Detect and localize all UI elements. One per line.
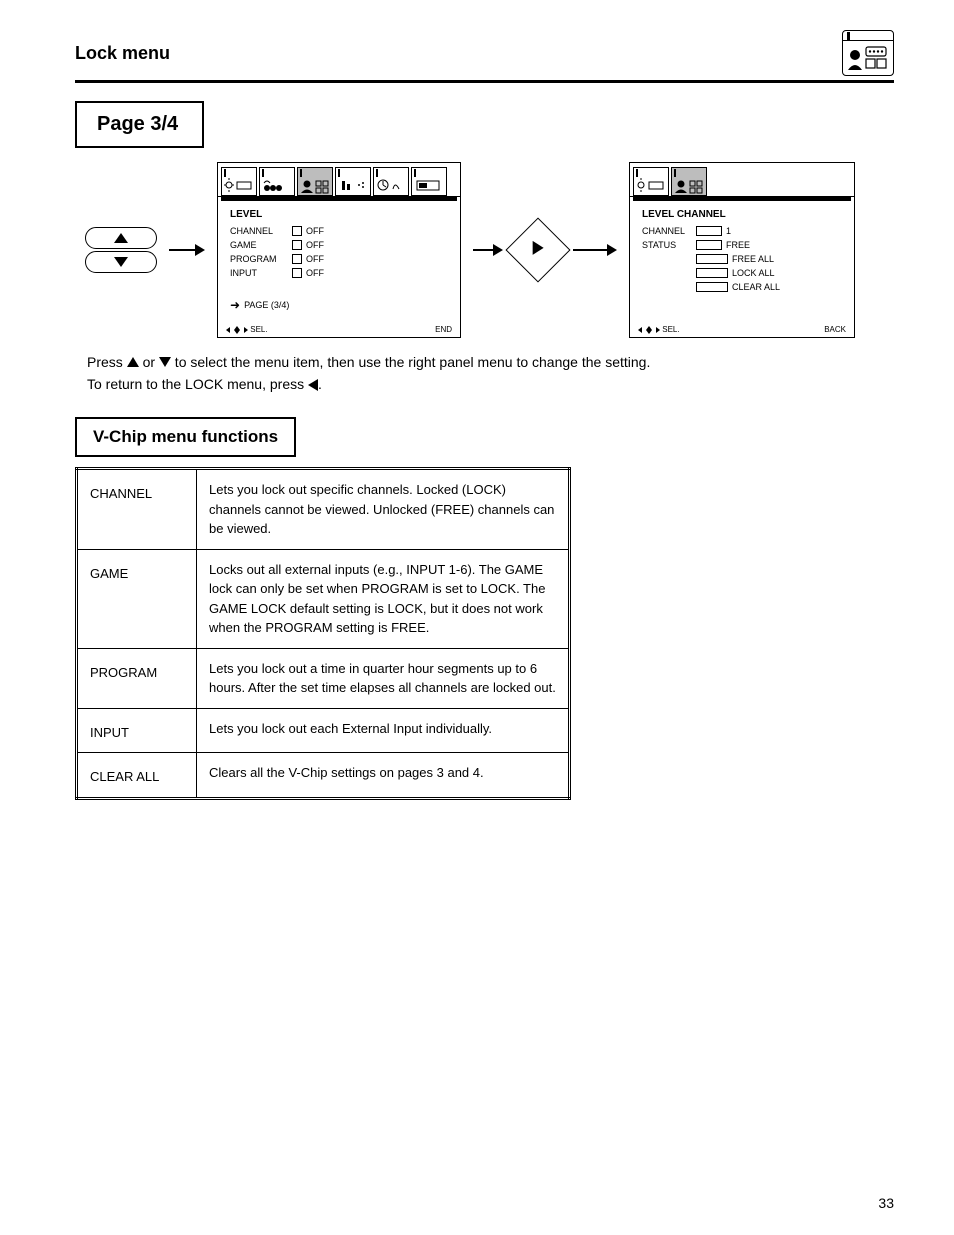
triangle-up-icon [127, 357, 139, 367]
triangle-right-icon [531, 239, 545, 262]
row-val: 1 [726, 226, 731, 236]
arrow-right-icon [471, 240, 505, 260]
down-button[interactable] [85, 251, 157, 273]
value-box [292, 268, 302, 278]
instruction-text: Press or to select the menu item, then u… [87, 352, 847, 395]
triangle-down-icon [113, 256, 129, 268]
row-key: GAME [230, 240, 288, 250]
level-channel-panel: LEVEL CHANNEL CHANNEL 1 STATUS FREE FREE A… [629, 162, 855, 338]
tab-3-active [297, 167, 333, 196]
value-box [292, 240, 302, 250]
table-row: GAME Locks out all external inputs (e.g.… [77, 549, 570, 648]
row-val: OFF [306, 226, 324, 236]
table-desc: Clears all the V-Chip settings on pages … [197, 753, 570, 799]
row-val: OFF [306, 254, 324, 264]
table-row: PROGRAM Lets you lock out a time in quar… [77, 648, 570, 708]
foot-right: BACK [824, 325, 846, 334]
value-box [696, 268, 728, 278]
triangle-up-icon [113, 232, 129, 244]
value-box [292, 226, 302, 236]
page-header-title: Lock menu [75, 43, 842, 64]
section-heading: V-Chip menu functions [75, 417, 296, 457]
row-key: PROGRAM [230, 254, 288, 264]
table-key: GAME [77, 549, 197, 648]
triangle-down-icon [159, 357, 171, 367]
header-category-icon [842, 30, 894, 76]
table-desc: Lets you lock out specific channels. Loc… [197, 469, 570, 550]
value-box [696, 282, 728, 292]
value-box [696, 226, 722, 236]
panel-right-title: LEVEL CHANNEL [642, 209, 844, 220]
header-divider [75, 80, 894, 83]
table-desc: Lets you lock out each External Input in… [197, 708, 570, 753]
row-key: INPUT [230, 268, 288, 278]
table-desc: Lets you lock out a time in quarter hour… [197, 648, 570, 708]
table-row: CHANNEL Lets you lock out specific chann… [77, 469, 570, 550]
tab-2 [259, 167, 295, 196]
row-key: STATUS [642, 240, 692, 250]
level-menu-panel: LEVEL CHANNEL OFF GAME OFF PROGRAM OFF INPU… [217, 162, 461, 338]
page-arrow-icon: ➜ [230, 298, 240, 312]
panel-left-title: LEVEL [230, 209, 450, 220]
table-key: INPUT [77, 708, 197, 753]
tab-1 [221, 167, 257, 196]
arrow-right-icon [571, 240, 619, 260]
row-val: FREE [726, 240, 750, 250]
settings-table: CHANNEL Lets you lock out specific chann… [75, 467, 571, 800]
tab-5 [373, 167, 409, 196]
row-val: LOCK ALL [732, 268, 775, 278]
up-button[interactable] [85, 227, 157, 249]
foot-left: SEL. [662, 325, 679, 334]
table-row: CLEAR ALL Clears all the V-Chip settings… [77, 753, 570, 799]
table-desc: Locks out all external inputs (e.g., INP… [197, 549, 570, 648]
right-nav-button[interactable] [505, 217, 570, 282]
value-box [696, 254, 728, 264]
value-box [292, 254, 302, 264]
row-val: OFF [306, 268, 324, 278]
table-key: CHANNEL [77, 469, 197, 550]
foot-right: END [435, 325, 452, 334]
tab-6 [411, 167, 447, 196]
row-val: FREE ALL [732, 254, 774, 264]
table-key: CLEAR ALL [77, 753, 197, 799]
up-down-buttons [85, 227, 157, 273]
table-row: INPUT Lets you lock out each External In… [77, 708, 570, 753]
footer-page-number: 33 [878, 1195, 894, 1211]
tab-1 [633, 167, 669, 196]
row-key: CHANNEL [642, 226, 692, 236]
tab-4 [335, 167, 371, 196]
row-key: CHANNEL [230, 226, 288, 236]
row-val: OFF [306, 240, 324, 250]
foot-left: SEL. [250, 325, 267, 334]
tab-2-active [671, 167, 707, 196]
page-indicator: Page 3/4 [75, 101, 204, 148]
row-val: CLEAR ALL [732, 282, 780, 292]
value-box [696, 240, 722, 250]
arrow-right-icon [167, 240, 207, 260]
table-key: PROGRAM [77, 648, 197, 708]
triangle-left-icon [308, 379, 318, 391]
page-hint: PAGE (3/4) [244, 300, 289, 310]
